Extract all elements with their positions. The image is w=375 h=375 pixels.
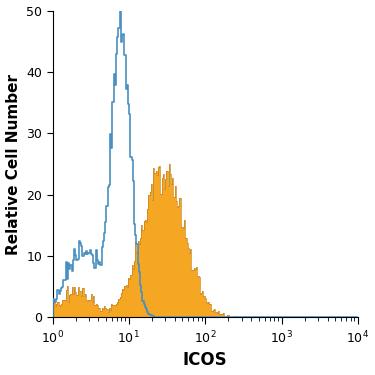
- Y-axis label: Relative Cell Number: Relative Cell Number: [6, 74, 21, 255]
- X-axis label: ICOS: ICOS: [183, 351, 228, 369]
